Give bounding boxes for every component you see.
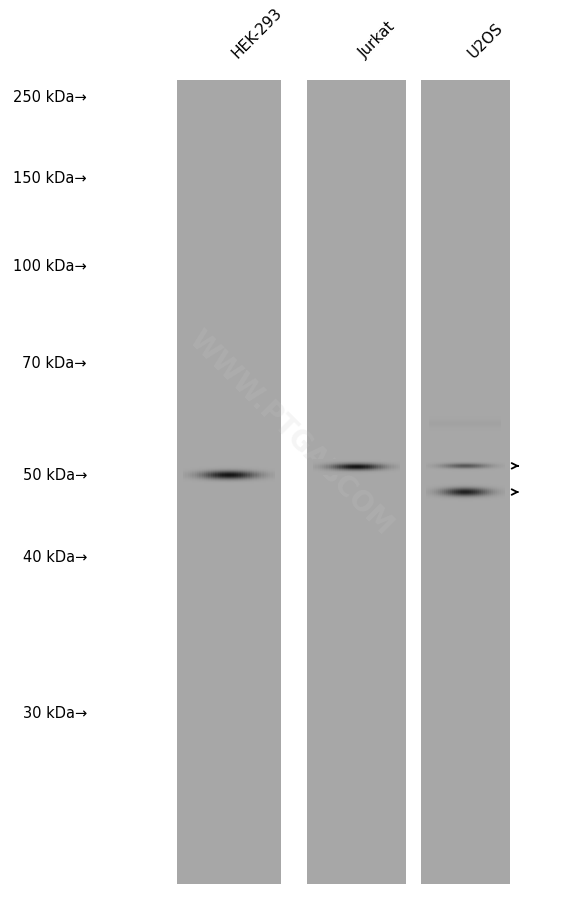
Bar	[177, 81, 281, 884]
Text: 30 kDa→: 30 kDa→	[23, 705, 87, 720]
Text: Jurkat: Jurkat	[357, 19, 399, 61]
Text: WWW.PTGABCOM: WWW.PTGABCOM	[183, 326, 397, 540]
Text: 250 kDa→: 250 kDa→	[13, 90, 87, 105]
Text: 100 kDa→: 100 kDa→	[13, 259, 87, 273]
Text: 150 kDa→: 150 kDa→	[13, 171, 87, 186]
Text: 40 kDa→: 40 kDa→	[23, 549, 87, 564]
Text: HEK-293: HEK-293	[229, 5, 285, 61]
Text: 50 kDa→: 50 kDa→	[23, 468, 87, 483]
Text: U2OS: U2OS	[465, 21, 506, 61]
Bar	[420, 81, 510, 884]
Bar	[307, 81, 406, 884]
Text: 70 kDa→: 70 kDa→	[23, 355, 87, 370]
